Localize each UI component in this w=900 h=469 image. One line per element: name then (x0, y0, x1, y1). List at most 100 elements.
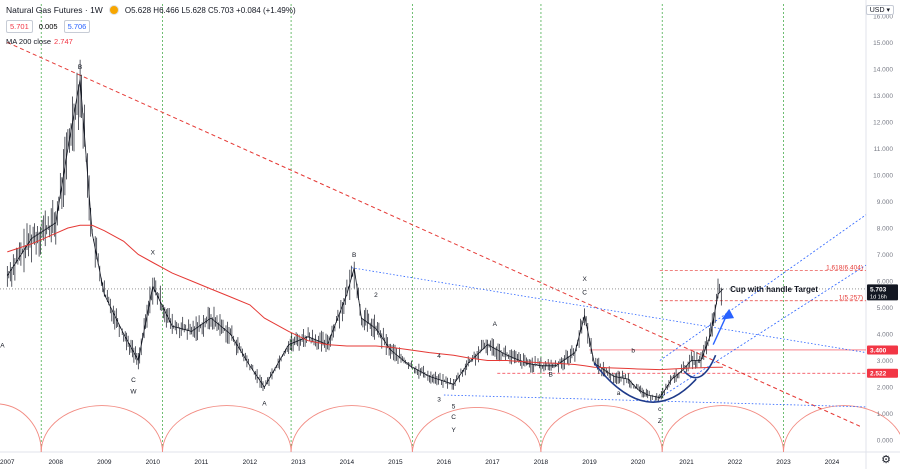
current-price-badge: 5.703 (870, 286, 887, 293)
y-tick-label: 2.000 (877, 385, 894, 392)
currency-label: USD (869, 7, 885, 14)
y-tick-label: 5.000 (877, 305, 894, 312)
cup-curve[interactable] (593, 362, 697, 403)
y-tick-label: 13.000 (873, 93, 893, 100)
x-tick-label: 2011 (194, 459, 208, 466)
x-tick-label: 2010 (146, 459, 161, 466)
cycle-arc-0 (40, 405, 163, 453)
ma-label: MA 200 close (6, 37, 52, 46)
target-arrow-head (721, 308, 735, 320)
y-tick-label: 0.000 (877, 438, 894, 445)
chevron-down-icon: ▾ (886, 7, 890, 14)
cup-handle-annotation: Cup with handle Target (730, 285, 818, 294)
wave-label: 4 (437, 353, 441, 360)
channel-lower-line[interactable] (659, 264, 867, 398)
downtrend-line[interactable] (7, 41, 862, 428)
spread-value: 0.005 (38, 22, 58, 31)
x-tick-label: 2024 (825, 459, 840, 466)
ma200-line[interactable] (7, 224, 723, 371)
wave-label: B (548, 371, 552, 378)
y-tick-label: 10.000 (873, 172, 893, 179)
wave-label: 2 (374, 292, 378, 299)
wave-label: W (130, 389, 137, 396)
price-close-line (6, 79, 724, 399)
x-tick-label: 2012 (243, 459, 258, 466)
wave-label: X (582, 276, 587, 283)
x-tick-label: 2016 (437, 459, 452, 466)
x-tick-label: 2013 (291, 459, 306, 466)
gear-icon[interactable]: ⚙ (881, 454, 891, 466)
y-tick-label: 12.000 (873, 119, 893, 126)
x-tick-label: 2017 (485, 459, 500, 466)
x-tick-label: 2014 (340, 459, 355, 466)
x-tick-label: 2008 (49, 459, 64, 466)
y-tick-label: 11.000 (874, 146, 894, 153)
x-tick-label: 2020 (631, 459, 646, 466)
currency-selector[interactable]: USD ▾ (865, 5, 894, 15)
wave-label: A (0, 342, 5, 349)
y-tick-label: 15.000 (873, 40, 893, 47)
y-tick-label: 3.000 (877, 358, 894, 365)
wave-label: c (658, 406, 662, 413)
x-tick-label: 2009 (97, 459, 112, 466)
fib-1-label: 1(5.257) (839, 295, 863, 302)
wave-label: 5 (452, 403, 456, 410)
y-tick-label: 8.000 (877, 226, 894, 233)
level-2522-badge: 2.522 (870, 371, 887, 378)
chart-header: Natural Gas Futures · 1W O5.628 H6.466 L… (6, 5, 296, 15)
x-tick-label: 2007 (0, 459, 15, 466)
ask-price[interactable]: 5.706 (63, 20, 91, 33)
x-tick-label: 2019 (582, 459, 597, 466)
bid-price[interactable]: 5.701 (6, 20, 33, 33)
level-3400-badge: 3.400 (870, 347, 887, 354)
fib-1618-label: 1.618(6.404) (826, 264, 863, 271)
wave-label: X (151, 250, 156, 257)
y-tick-label: 1.000 (877, 411, 894, 418)
wave-label: Y (451, 427, 456, 434)
wave-label: a (617, 390, 621, 397)
bar-countdown: 1d 16h (870, 294, 887, 300)
cycle-arc-4 (540, 405, 663, 453)
wave-label: 3 (437, 397, 441, 404)
x-tick-label: 2018 (534, 459, 549, 466)
x-tick-label: 2023 (776, 459, 791, 466)
blue-resistance-line[interactable] (351, 267, 867, 353)
cycle-arc-1 (162, 405, 292, 453)
cycle-arc-5 (661, 405, 784, 453)
ma-value: 2.747 (54, 37, 73, 46)
price-bars[interactable] (6, 59, 722, 402)
ohlc-readout: O5.628 H6.466 L5.628 C5.703 +0.084 (+1.4… (124, 5, 296, 15)
wave-label: B (352, 252, 356, 259)
cycle-arc-2 (290, 405, 413, 453)
level-3400-badge-bg (867, 345, 898, 355)
y-tick-label: 7.000 (877, 252, 894, 259)
y-tick-label: 16.000 (873, 13, 893, 20)
wave-label: C (131, 377, 136, 384)
wave-label: B (78, 64, 82, 71)
market-status-icon (108, 5, 119, 15)
blue-support-line[interactable] (443, 394, 867, 408)
cycle-arc-6 (783, 405, 900, 453)
handle-curve[interactable] (683, 354, 717, 379)
y-tick-label: 4.000 (877, 332, 894, 339)
wave-label: Z (658, 418, 662, 425)
x-tick-label: 2015 (388, 459, 403, 466)
x-tick-label: 2022 (728, 459, 743, 466)
wave-label: A (262, 401, 267, 408)
level-2522-badge-bg (867, 368, 898, 378)
y-tick-label: 14.000 (873, 66, 893, 73)
wave-label: C (582, 289, 587, 296)
x-tick-label: 2021 (679, 459, 694, 466)
cycle-arc-start (0, 403, 42, 453)
ma-legend[interactable]: MA 200 close 2.747 (6, 37, 73, 46)
symbol-title[interactable]: Natural Gas Futures · 1W (6, 5, 103, 15)
quote-row: 5.701 0.005 5.706 (6, 20, 91, 33)
wave-label: A (493, 321, 498, 328)
cycle-arc-3 (411, 406, 542, 453)
y-tick-label: 9.000 (877, 199, 894, 206)
wave-label: C (451, 414, 456, 421)
wave-label: b (631, 348, 635, 355)
current-price-badge-bg (867, 284, 898, 301)
